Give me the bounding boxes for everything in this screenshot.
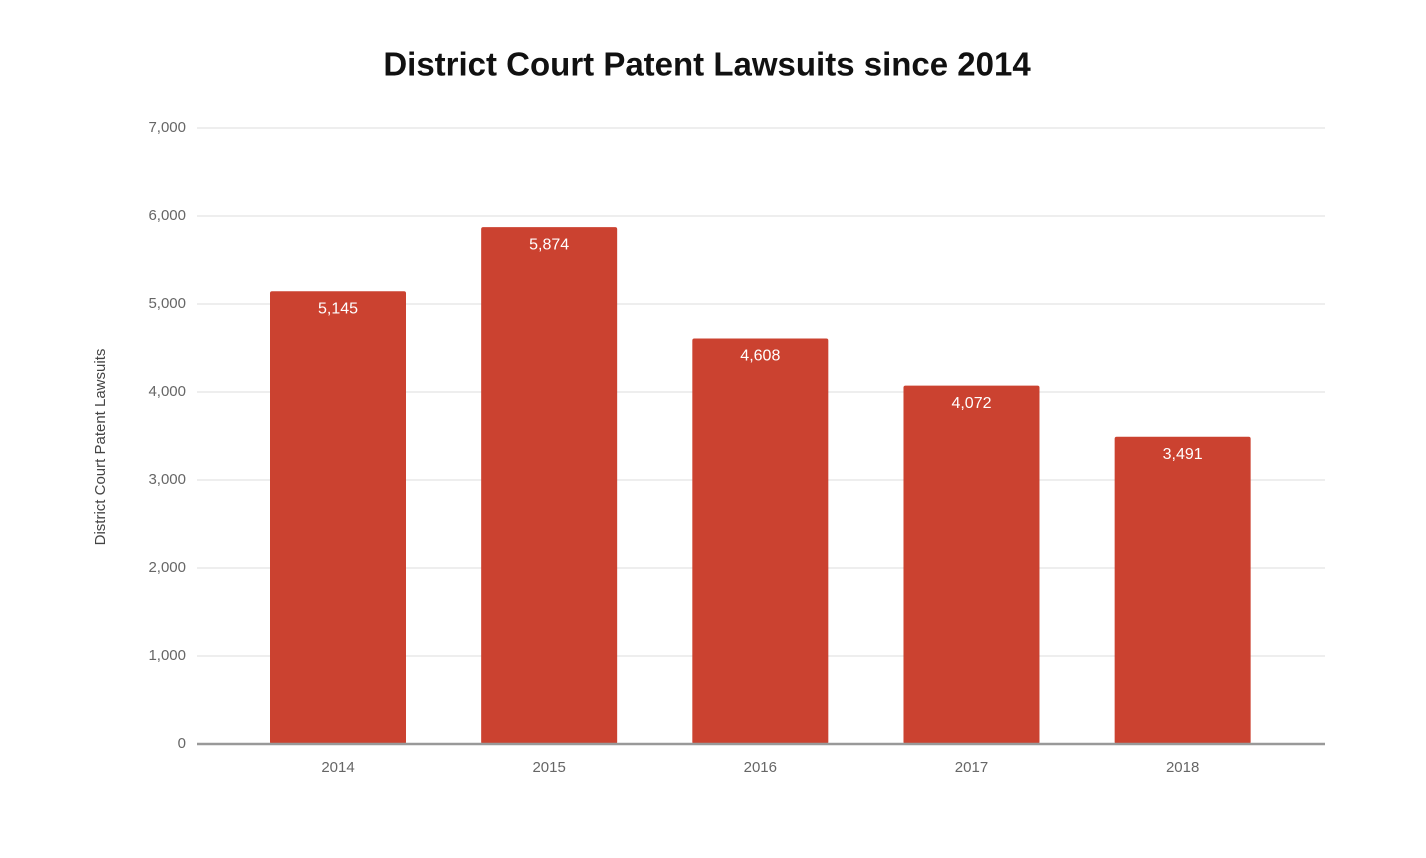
x-tick-label: 2015 [532,759,565,776]
bar [481,227,618,744]
chart-title: District Court Patent Lawsuits since 201… [383,46,1031,83]
value-label: 4,072 [951,395,991,412]
bar [692,338,829,744]
y-tick-label: 4,000 [148,383,186,400]
y-tick-label: 7,000 [148,119,186,136]
x-tick-label: 2014 [321,759,354,776]
value-label: 3,491 [1163,446,1203,463]
value-label: 5,145 [318,300,358,317]
x-tick-label: 2017 [955,759,988,776]
value-label: 4,608 [740,348,780,365]
bar [270,291,406,744]
bar [903,385,1040,744]
x-tick-label: 2018 [1166,759,1199,776]
x-tick-label: 2016 [744,759,777,776]
value-label: 5,874 [529,236,569,253]
y-tick-label: 0 [178,735,186,752]
bar [1114,436,1251,744]
y-axis-label: District Court Patent Lawsuits [92,349,109,546]
y-tick-label: 5,000 [148,295,186,312]
y-tick-label: 2,000 [148,559,186,576]
y-tick-label: 3,000 [148,471,186,488]
y-tick-label: 6,000 [148,207,186,224]
y-tick-label: 1,000 [148,647,186,664]
